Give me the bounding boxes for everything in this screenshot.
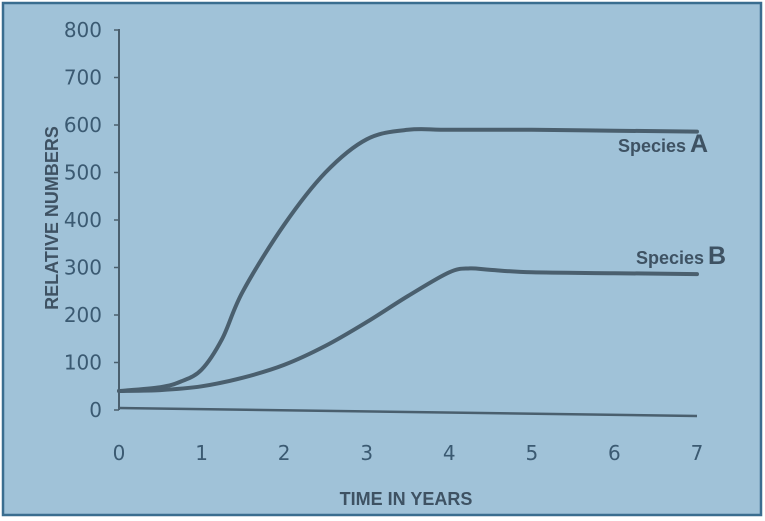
series-label-letter: B	[708, 242, 726, 270]
y-tick-label: 200	[64, 303, 102, 327]
y-tick-label: 100	[64, 351, 102, 375]
x-tick-label: 1	[195, 441, 208, 465]
series-lines	[117, 127, 699, 393]
x-tick-label: 3	[360, 441, 373, 465]
y-axis-ticks: 0 100 200 300 400 500 600 700 800	[64, 18, 119, 422]
x-axis-title: TIME IN YEARS	[340, 489, 473, 509]
series-line-species-a	[117, 127, 699, 393]
x-tick-label: 7	[691, 441, 704, 465]
series-label-species-b: Species B	[636, 242, 726, 270]
x-tick-label: 5	[525, 441, 538, 465]
series-line-species-b	[117, 266, 699, 393]
x-tick-label: 0	[113, 441, 126, 465]
x-tick-label: 6	[608, 441, 621, 465]
x-axis-ticks: 0 1 2 3 4 5 6 7	[113, 441, 704, 465]
x-tick-label: 4	[443, 441, 456, 465]
y-tick-label: 800	[64, 18, 102, 42]
x-tick-label: 2	[278, 441, 291, 465]
series-label-word: Species	[618, 136, 686, 156]
y-tick-label: 500	[64, 161, 102, 185]
y-tick-label: 300	[64, 256, 102, 280]
x-axis-line	[118, 406, 698, 418]
y-tick-label: 400	[64, 208, 102, 232]
y-tick-label: 600	[64, 113, 102, 137]
series-label-letter: A	[690, 130, 708, 158]
series-label-word: Species	[636, 248, 704, 268]
series-label-species-a: Species A	[618, 130, 708, 158]
y-tick-label: 0	[89, 398, 102, 422]
y-axis-title: RELATIVE NUMBERS	[42, 126, 62, 310]
y-tick-label: 700	[64, 66, 102, 90]
